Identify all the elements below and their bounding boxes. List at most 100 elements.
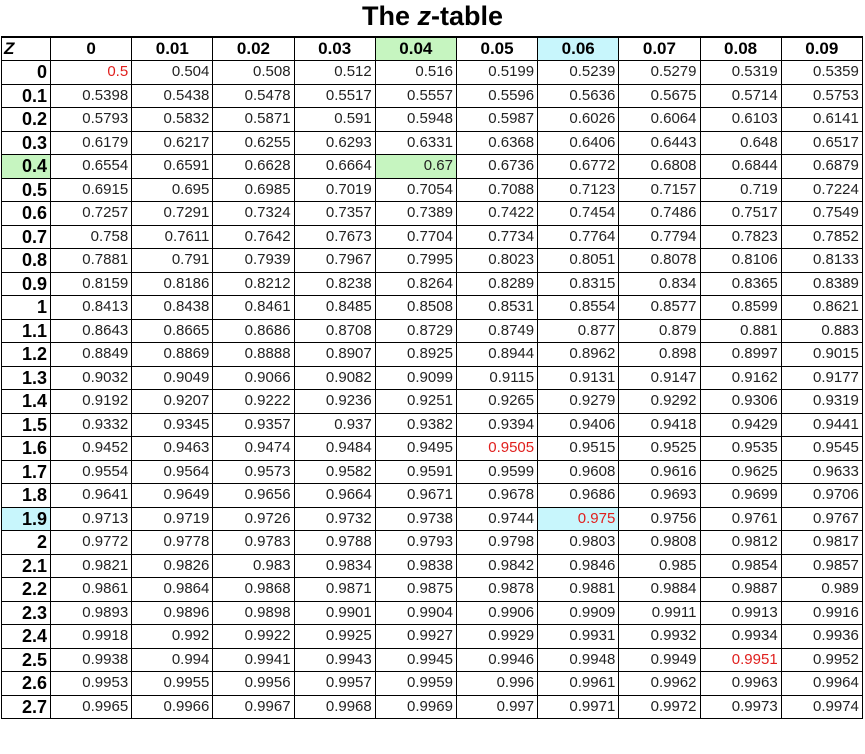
table-cell: 0.9968 — [293, 694, 376, 719]
row-header: 0 — [1, 60, 51, 85]
table-cell: 0.9949 — [618, 647, 701, 672]
table-cell: 0.9452 — [49, 436, 133, 461]
table-cell: 0.5987 — [455, 107, 539, 132]
row-header: 1.4 — [1, 389, 51, 414]
table-cell: 0.7123 — [537, 177, 620, 202]
table-cell: 0.9957 — [293, 671, 376, 696]
table-row: 0.8 0.7881 0.791 0.7939 0.7967 0.7995 0.8023 0.… — [1, 248, 863, 273]
table-cell: 0.975 — [537, 506, 620, 531]
table-cell: 0.8365 — [699, 271, 782, 296]
table-row: 1.8 0.9641 0.9649 0.9656 0.9664 0.9671 0.9678 0… — [1, 483, 863, 508]
table-cell: 0.937 — [293, 412, 376, 437]
table-cell: 0.9788 — [293, 530, 376, 555]
table-cell: 0.9932 — [618, 624, 701, 649]
table-cell: 0.7611 — [131, 224, 214, 249]
table-cell: 0.508 — [212, 60, 295, 85]
table-cell: 0.5596 — [455, 83, 539, 108]
table-cell: 0.7794 — [618, 224, 701, 249]
table-cell: 0.7939 — [212, 248, 295, 273]
table-cell: 0.9808 — [618, 530, 701, 555]
table-cell: 0.5793 — [49, 107, 133, 132]
table-cell: 0.8729 — [374, 318, 457, 343]
table-cell: 0.8599 — [699, 295, 782, 320]
table-cell: 0.5319 — [699, 60, 782, 85]
table-cell: 0.8078 — [618, 248, 701, 273]
table-cell: 0.7823 — [699, 224, 782, 249]
table-cell: 0.9251 — [374, 389, 457, 414]
table-cell: 0.7549 — [780, 201, 863, 226]
table-cell: 0.6255 — [212, 130, 295, 155]
table-cell: 0.8708 — [293, 318, 376, 343]
table-cell: 0.9761 — [699, 506, 782, 531]
table-cell: 0.8531 — [455, 295, 539, 320]
table-cell: 0.7291 — [131, 201, 214, 226]
table-cell: 0.9783 — [212, 530, 295, 555]
table-cell: 0.7852 — [780, 224, 863, 249]
row-header: 2.3 — [1, 600, 51, 625]
table-cell: 0.8962 — [537, 342, 620, 367]
table-cell: 0.8238 — [293, 271, 376, 296]
table-cell: 0.6103 — [699, 107, 782, 132]
table-cell: 0.9971 — [537, 694, 620, 719]
row-header: 2.6 — [1, 671, 51, 696]
table-cell: 0.8315 — [537, 271, 620, 296]
table-cell: 0.5675 — [618, 83, 701, 108]
table-cell: 0.7324 — [212, 201, 295, 226]
table-cell: 0.8212 — [212, 271, 295, 296]
table-cell: 0.9878 — [455, 577, 539, 602]
table-cell: 0.9916 — [780, 600, 863, 625]
table-cell: 0.6026 — [537, 107, 620, 132]
table-row: 1.3 0.9032 0.9049 0.9066 0.9082 0.9099 0.9115 0… — [1, 365, 863, 390]
table-cell: 0.9573 — [212, 459, 295, 484]
row-header: 0.4 — [1, 154, 51, 179]
table-row: 1.1 0.8643 0.8665 0.8686 0.8708 0.8729 0.8749 0… — [1, 318, 863, 343]
table-cell: 0.5438 — [131, 83, 214, 108]
table-row: 1.7 0.9554 0.9564 0.9573 0.9582 0.9591 0.9599 0… — [1, 459, 863, 484]
table-cell: 0.5832 — [131, 107, 214, 132]
table-cell: 0.5478 — [212, 83, 295, 108]
table-row: 0.5 0.6915 0.695 0.6985 0.7019 0.7054 0.7088 0.… — [1, 177, 863, 202]
table-cell: 0.9332 — [49, 412, 133, 437]
table-cell: 0.9911 — [618, 600, 701, 625]
table-cell: 0.985 — [618, 553, 701, 578]
row-header: 2.1 — [1, 553, 51, 578]
table-cell: 0.9394 — [455, 412, 539, 437]
header-row: Z 0 0.01 0.02 0.03 0.04 0.05 0.06 0.07 0.08 0.09 — [1, 36, 863, 61]
table-cell: 0.6554 — [49, 154, 133, 179]
table-cell: 0.7088 — [455, 177, 539, 202]
table-cell: 0.6985 — [212, 177, 295, 202]
table-cell: 0.8643 — [49, 318, 133, 343]
table-cell: 0.7673 — [293, 224, 376, 249]
table-cell: 0.8925 — [374, 342, 457, 367]
table-cell: 0.9429 — [699, 412, 782, 437]
table-cell: 0.9015 — [780, 342, 863, 367]
table-cell: 0.6141 — [780, 107, 863, 132]
table-cell: 0.8869 — [131, 342, 214, 367]
table-cell: 0.9525 — [618, 436, 701, 461]
row-header: 1 — [1, 295, 51, 320]
table-cell: 0.8289 — [455, 271, 539, 296]
table-cell: 0.695 — [131, 177, 214, 202]
table-cell: 0.9812 — [699, 530, 782, 555]
table-cell: 0.898 — [618, 342, 701, 367]
table-cell: 0.8186 — [131, 271, 214, 296]
table-cell: 0.516 — [374, 60, 457, 85]
table-cell: 0.9082 — [293, 365, 376, 390]
table-cell: 0.9948 — [537, 647, 620, 672]
table-cell: 0.9931 — [537, 624, 620, 649]
table-cell: 0.9732 — [293, 506, 376, 531]
table-cell: 0.9713 — [49, 506, 133, 531]
table-cell: 0.9962 — [618, 671, 701, 696]
title-suffix: -table — [431, 1, 504, 31]
table-row: 0.6 0.7257 0.7291 0.7324 0.7357 0.7389 0.7422 0… — [1, 201, 863, 226]
table-cell: 0.9564 — [131, 459, 214, 484]
table-cell: 0.9686 — [537, 483, 620, 508]
column-header: 0.08 — [699, 36, 782, 61]
table-cell: 0.834 — [618, 271, 701, 296]
table-cell: 0.9906 — [455, 600, 539, 625]
table-cell: 0.9803 — [537, 530, 620, 555]
row-header: 0.8 — [1, 248, 51, 273]
table-cell: 0.6808 — [618, 154, 701, 179]
table-cell: 0.9236 — [293, 389, 376, 414]
table-cell: 0.9934 — [699, 624, 782, 649]
